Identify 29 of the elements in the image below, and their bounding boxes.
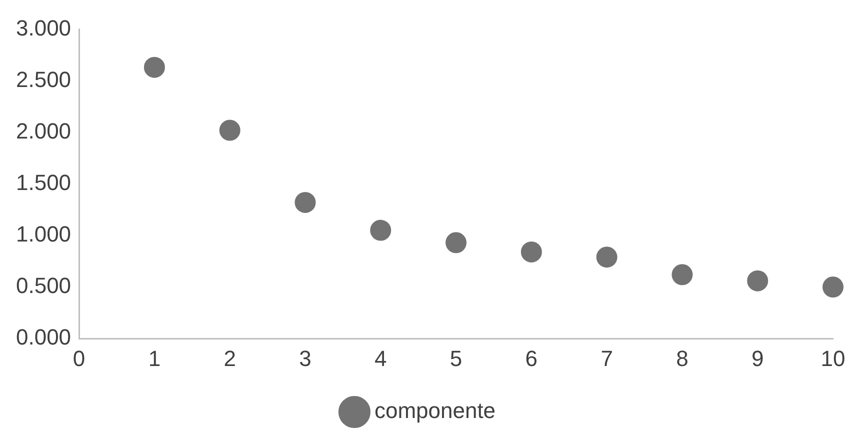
x-tick-label: 7 [600,346,613,371]
point [446,232,467,254]
x-tick-label: 2 [224,346,236,371]
x-tick-label: 9 [751,346,764,371]
y-tick-label: 1.000 [16,222,72,247]
x-tick-label: 5 [450,346,462,371]
y-tick-label: 0.000 [16,324,72,350]
x-tick-label: 1 [148,346,161,371]
x-tick-label: 0 [72,346,86,371]
y-tick-label: 2.000 [16,118,72,144]
point [520,241,542,262]
y-tick-label: 0.500 [16,273,72,298]
x-tick-label: 10 [820,346,846,371]
point [672,264,693,286]
point [370,220,392,241]
point [596,246,618,268]
point [822,276,844,298]
y-tick-label: 3.000 [16,15,72,40]
point [747,270,768,292]
point [294,192,316,213]
x-tick-label: 3 [299,346,312,371]
x-tick-label: 8 [676,346,688,371]
y-tick-label: 2.500 [16,66,72,92]
point [144,56,165,78]
x-tick-label: 4 [374,346,387,371]
legend-label: componente [374,398,496,424]
x-tick-label: 6 [525,346,538,371]
y-tick-label: 1.500 [16,170,72,195]
point [219,120,240,141]
